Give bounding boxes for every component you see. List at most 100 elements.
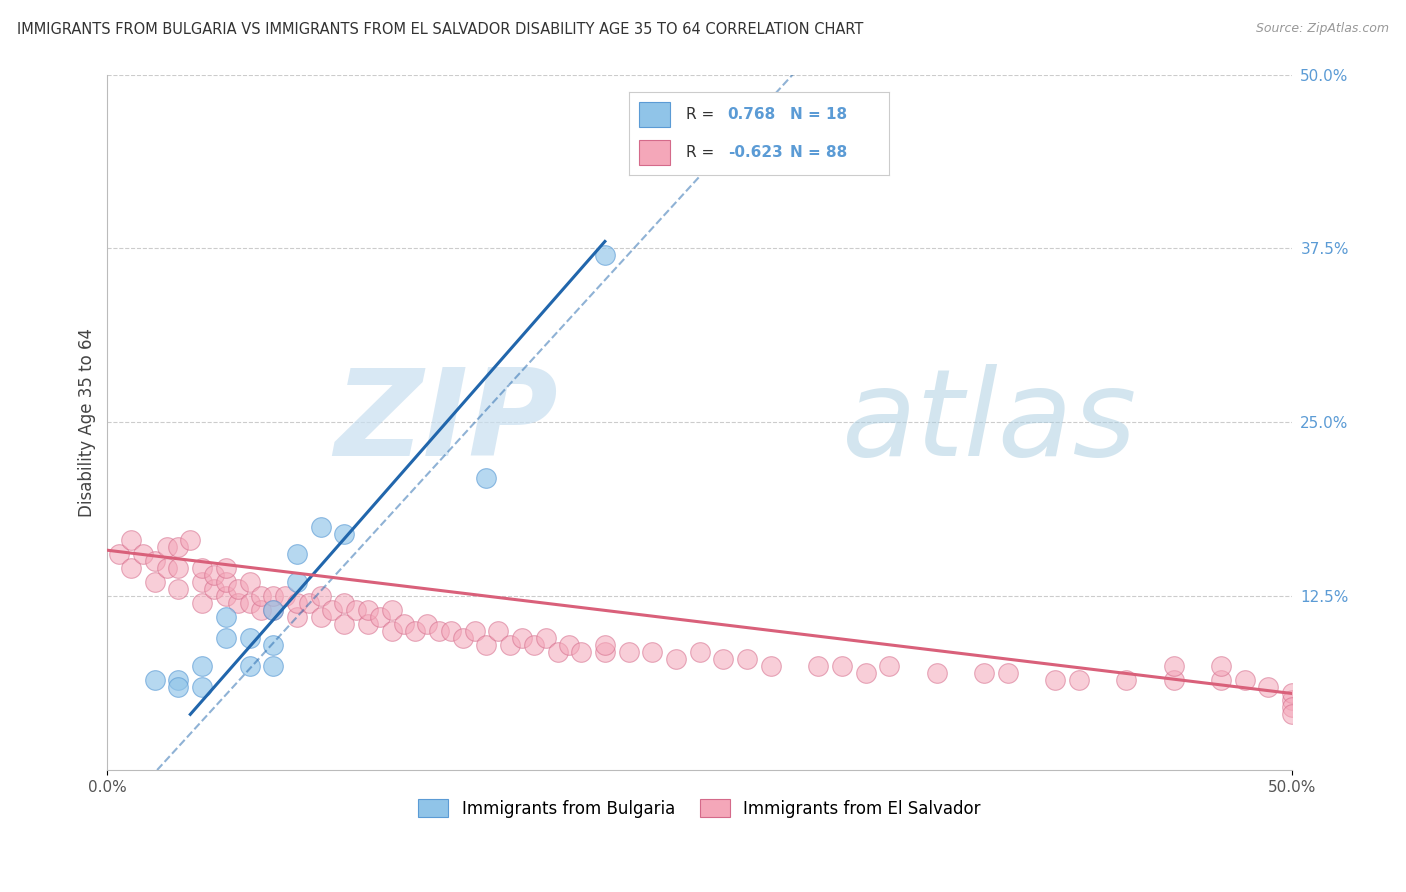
- Point: [262, 638, 284, 652]
- Point: [202, 582, 225, 597]
- Point: [1281, 686, 1303, 700]
- Point: [1209, 658, 1232, 673]
- Point: [191, 561, 214, 575]
- Point: [464, 624, 486, 638]
- Point: [759, 658, 782, 673]
- Point: [547, 645, 569, 659]
- Point: [711, 651, 734, 665]
- Point: [262, 589, 284, 603]
- Point: [120, 533, 142, 548]
- Point: [191, 575, 214, 590]
- Point: [368, 610, 391, 624]
- Point: [238, 658, 260, 673]
- Point: [285, 548, 308, 562]
- Point: [641, 645, 664, 659]
- Point: [250, 589, 273, 603]
- Point: [831, 658, 853, 673]
- Point: [997, 665, 1019, 680]
- Point: [1043, 673, 1066, 687]
- Point: [309, 589, 332, 603]
- Point: [215, 575, 238, 590]
- Point: [440, 624, 463, 638]
- Point: [558, 638, 581, 652]
- Point: [285, 610, 308, 624]
- Point: [344, 603, 367, 617]
- Point: [285, 575, 308, 590]
- Point: [475, 638, 498, 652]
- Point: [381, 603, 404, 617]
- Point: [321, 603, 343, 617]
- Point: [1209, 673, 1232, 687]
- Point: [238, 575, 260, 590]
- Point: [1163, 673, 1185, 687]
- Point: [593, 645, 616, 659]
- Point: [416, 616, 439, 631]
- Point: [333, 616, 356, 631]
- Point: [226, 582, 249, 597]
- Point: [238, 596, 260, 610]
- Point: [143, 575, 166, 590]
- Point: [973, 665, 995, 680]
- Point: [735, 651, 758, 665]
- Legend: Immigrants from Bulgaria, Immigrants from El Salvador: Immigrants from Bulgaria, Immigrants fro…: [412, 793, 987, 824]
- Point: [167, 680, 190, 694]
- Point: [475, 471, 498, 485]
- Point: [1233, 673, 1256, 687]
- Point: [215, 589, 238, 603]
- Point: [262, 658, 284, 673]
- Text: IMMIGRANTS FROM BULGARIA VS IMMIGRANTS FROM EL SALVADOR DISABILITY AGE 35 TO 64 : IMMIGRANTS FROM BULGARIA VS IMMIGRANTS F…: [17, 22, 863, 37]
- Point: [357, 616, 380, 631]
- Point: [309, 610, 332, 624]
- Point: [333, 596, 356, 610]
- Point: [1281, 700, 1303, 714]
- Point: [593, 248, 616, 262]
- Point: [238, 631, 260, 645]
- Point: [357, 603, 380, 617]
- Point: [1067, 673, 1090, 687]
- Point: [120, 561, 142, 575]
- Text: Source: ZipAtlas.com: Source: ZipAtlas.com: [1256, 22, 1389, 36]
- Point: [534, 631, 557, 645]
- Point: [807, 658, 830, 673]
- Point: [381, 624, 404, 638]
- Text: ZIP: ZIP: [333, 364, 558, 481]
- Point: [262, 603, 284, 617]
- Point: [1163, 658, 1185, 673]
- Point: [191, 658, 214, 673]
- Point: [486, 624, 509, 638]
- Point: [285, 596, 308, 610]
- Point: [333, 526, 356, 541]
- Point: [167, 673, 190, 687]
- Point: [143, 554, 166, 568]
- Point: [855, 665, 877, 680]
- Point: [250, 603, 273, 617]
- Point: [215, 561, 238, 575]
- Point: [510, 631, 533, 645]
- Point: [925, 665, 948, 680]
- Point: [523, 638, 546, 652]
- Point: [392, 616, 415, 631]
- Point: [226, 596, 249, 610]
- Point: [298, 596, 321, 610]
- Point: [156, 541, 179, 555]
- Point: [665, 651, 688, 665]
- Point: [167, 582, 190, 597]
- Point: [451, 631, 474, 645]
- Point: [167, 561, 190, 575]
- Point: [156, 561, 179, 575]
- Point: [309, 519, 332, 533]
- Point: [108, 548, 131, 562]
- Point: [215, 631, 238, 645]
- Point: [274, 589, 297, 603]
- Point: [179, 533, 201, 548]
- Point: [427, 624, 450, 638]
- Point: [262, 603, 284, 617]
- Text: atlas: atlas: [842, 364, 1137, 481]
- Point: [1281, 707, 1303, 722]
- Point: [689, 645, 711, 659]
- Y-axis label: Disability Age 35 to 64: Disability Age 35 to 64: [79, 327, 96, 516]
- Point: [167, 541, 190, 555]
- Point: [1257, 680, 1279, 694]
- Point: [202, 568, 225, 582]
- Point: [569, 645, 592, 659]
